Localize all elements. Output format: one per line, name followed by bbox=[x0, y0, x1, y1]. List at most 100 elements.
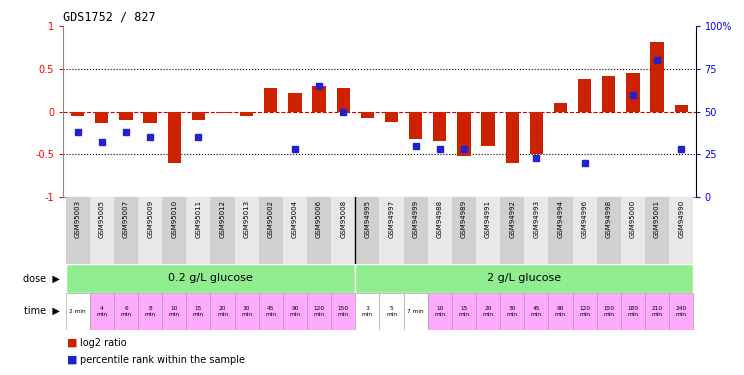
Bar bbox=[506, 112, 519, 163]
Bar bbox=[167, 112, 181, 163]
Bar bbox=[428, 292, 452, 330]
Text: dose  ▶: dose ▶ bbox=[22, 273, 60, 284]
Bar bbox=[548, 197, 573, 264]
Bar bbox=[90, 197, 114, 264]
Bar bbox=[530, 112, 543, 154]
Bar bbox=[403, 292, 428, 330]
Bar bbox=[259, 292, 283, 330]
Bar bbox=[669, 197, 693, 264]
Text: GSM95004: GSM95004 bbox=[292, 200, 298, 238]
Bar bbox=[259, 197, 283, 264]
Bar bbox=[336, 88, 350, 112]
Text: GSM95002: GSM95002 bbox=[268, 200, 274, 238]
Bar bbox=[428, 197, 452, 264]
Text: percentile rank within the sample: percentile rank within the sample bbox=[80, 355, 245, 365]
Text: GSM95010: GSM95010 bbox=[171, 200, 177, 238]
Bar bbox=[307, 197, 331, 264]
Text: 150
min: 150 min bbox=[603, 306, 615, 316]
Bar bbox=[500, 292, 525, 330]
Bar bbox=[620, 292, 645, 330]
Text: GSM95007: GSM95007 bbox=[123, 200, 129, 238]
Text: ■: ■ bbox=[67, 355, 77, 365]
Bar bbox=[548, 292, 573, 330]
Text: GSM95009: GSM95009 bbox=[147, 200, 153, 238]
Bar bbox=[645, 292, 669, 330]
Text: 4
min: 4 min bbox=[97, 306, 107, 316]
Text: GSM95000: GSM95000 bbox=[630, 200, 636, 238]
Text: 240
min: 240 min bbox=[676, 306, 687, 316]
Text: 10
min: 10 min bbox=[434, 306, 445, 316]
Text: GSM95008: GSM95008 bbox=[340, 200, 346, 238]
Text: GSM95006: GSM95006 bbox=[316, 200, 322, 238]
Bar bbox=[234, 197, 259, 264]
Text: GDS1752 / 827: GDS1752 / 827 bbox=[63, 11, 155, 24]
Bar bbox=[500, 197, 525, 264]
Bar bbox=[65, 264, 356, 292]
Bar bbox=[361, 112, 374, 118]
Bar bbox=[433, 112, 446, 141]
Text: 10
min: 10 min bbox=[169, 306, 180, 316]
Bar bbox=[234, 292, 259, 330]
Text: GSM94988: GSM94988 bbox=[437, 200, 443, 238]
Text: 7 min: 7 min bbox=[407, 309, 424, 314]
Text: GSM94992: GSM94992 bbox=[509, 200, 515, 238]
Bar bbox=[162, 197, 186, 264]
Text: GSM94993: GSM94993 bbox=[533, 200, 539, 238]
Bar bbox=[312, 86, 326, 112]
Text: 90
min: 90 min bbox=[555, 306, 566, 316]
Text: GSM94997: GSM94997 bbox=[388, 200, 394, 238]
Bar bbox=[192, 112, 205, 120]
Bar bbox=[138, 292, 162, 330]
Bar bbox=[669, 292, 693, 330]
Bar bbox=[379, 292, 403, 330]
Text: GSM94994: GSM94994 bbox=[557, 200, 563, 238]
Bar bbox=[650, 42, 664, 112]
Text: GSM95011: GSM95011 bbox=[196, 200, 202, 238]
Bar bbox=[114, 197, 138, 264]
Text: GSM95003: GSM95003 bbox=[74, 200, 80, 238]
Text: 8
min: 8 min bbox=[144, 306, 155, 316]
Text: 45
min: 45 min bbox=[266, 306, 276, 316]
Text: 90
min: 90 min bbox=[289, 306, 301, 316]
Text: 2 min: 2 min bbox=[69, 309, 86, 314]
Bar bbox=[119, 112, 132, 120]
Text: 3
min: 3 min bbox=[362, 306, 373, 316]
Text: 150
min: 150 min bbox=[338, 306, 349, 316]
Bar bbox=[476, 197, 500, 264]
Bar bbox=[138, 197, 162, 264]
Bar bbox=[476, 292, 500, 330]
Bar bbox=[65, 292, 90, 330]
Text: 45
min: 45 min bbox=[530, 306, 542, 316]
Bar bbox=[578, 79, 591, 112]
Bar bbox=[216, 112, 229, 113]
Text: GSM94995: GSM94995 bbox=[365, 200, 371, 238]
Text: 120
min: 120 min bbox=[313, 306, 324, 316]
Bar bbox=[289, 93, 301, 112]
Bar bbox=[452, 197, 476, 264]
Text: GSM95005: GSM95005 bbox=[99, 200, 105, 238]
Bar bbox=[573, 197, 597, 264]
Bar bbox=[264, 88, 278, 112]
Text: 15
min: 15 min bbox=[458, 306, 469, 316]
Bar bbox=[573, 292, 597, 330]
Text: GSM95012: GSM95012 bbox=[219, 200, 225, 238]
Text: ■: ■ bbox=[67, 338, 77, 348]
Bar bbox=[144, 112, 157, 123]
Bar bbox=[554, 103, 567, 112]
Bar bbox=[240, 112, 253, 116]
Text: 20
min: 20 min bbox=[217, 306, 228, 316]
Bar bbox=[307, 292, 331, 330]
Bar bbox=[409, 112, 423, 139]
Text: GSM94989: GSM94989 bbox=[461, 200, 467, 238]
Text: 6
min: 6 min bbox=[121, 306, 132, 316]
Text: 30
min: 30 min bbox=[507, 306, 518, 316]
Text: 2 g/L glucose: 2 g/L glucose bbox=[487, 273, 561, 284]
Text: GSM94998: GSM94998 bbox=[606, 200, 612, 238]
Bar bbox=[403, 197, 428, 264]
Bar bbox=[65, 197, 90, 264]
Bar bbox=[95, 112, 109, 123]
Text: GSM94996: GSM94996 bbox=[582, 200, 588, 238]
Bar bbox=[71, 112, 84, 116]
Text: 5
min: 5 min bbox=[386, 306, 397, 316]
Text: GSM94990: GSM94990 bbox=[679, 200, 684, 238]
